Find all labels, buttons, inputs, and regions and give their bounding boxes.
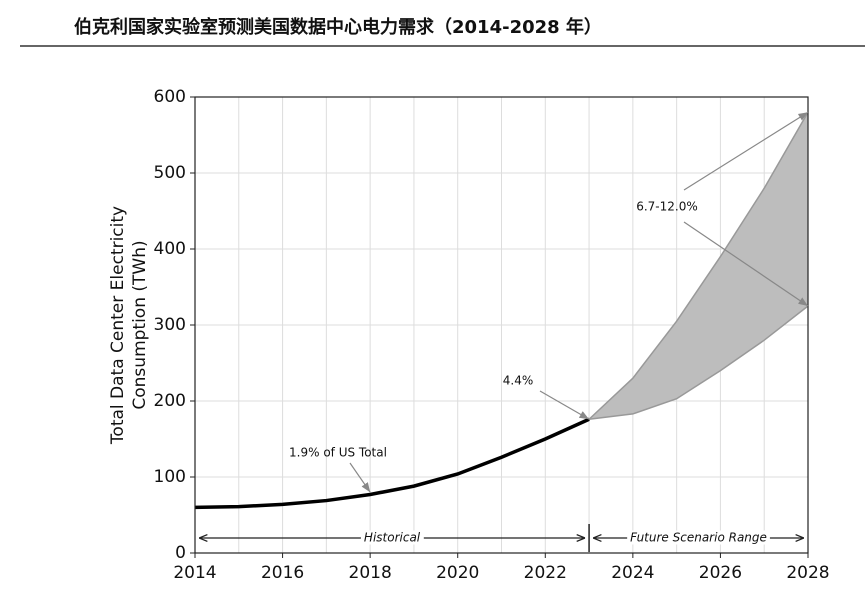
x-tick-label: 2024 [611,563,654,583]
x-tick-label: 2022 [524,563,567,583]
span-label: Historical [364,531,421,545]
y-tick-label: 0 [175,543,186,563]
line [194,417,590,510]
annotation: 6.7-12.0% [636,200,698,214]
y-tick-label: 500 [154,163,186,183]
y-tick-label: 100 [154,467,186,487]
span-label-bg [627,530,770,545]
y-tick-label: 200 [154,391,186,411]
chart-title: 伯克利国家实验室预测美国数据中心电力需求（2014-2028 年） [74,16,602,38]
y-axis-label: Total Data Center Electricity [108,206,128,445]
span-label-bg [360,530,424,545]
y-tick-label: 300 [154,315,186,335]
x-tick-label: 2026 [699,563,742,583]
band-fill [589,112,808,420]
plot-frame [194,96,809,554]
y-tick-label: 600 [154,87,186,107]
x-tick-label: 2016 [261,563,304,583]
x-tick-label: 2020 [436,563,479,583]
y-axis-label: Consumption (TWh) [130,240,150,409]
x-tick-label: 2018 [349,563,392,583]
y-tick-label: 400 [154,239,186,259]
annotation-arrow [683,111,809,191]
annotation-arrow [349,462,371,493]
band-upper [588,111,809,420]
annotation: 4.4% [503,374,534,388]
annotation-arrow [683,221,809,307]
annotation-arrow [539,390,590,420]
band-lower [588,305,809,420]
x-tick-label: 2028 [786,563,829,583]
x-tick-label: 2014 [173,563,216,583]
span-label: Future Scenario Range [630,531,767,545]
annotation: 1.9% of US Total [289,446,387,460]
